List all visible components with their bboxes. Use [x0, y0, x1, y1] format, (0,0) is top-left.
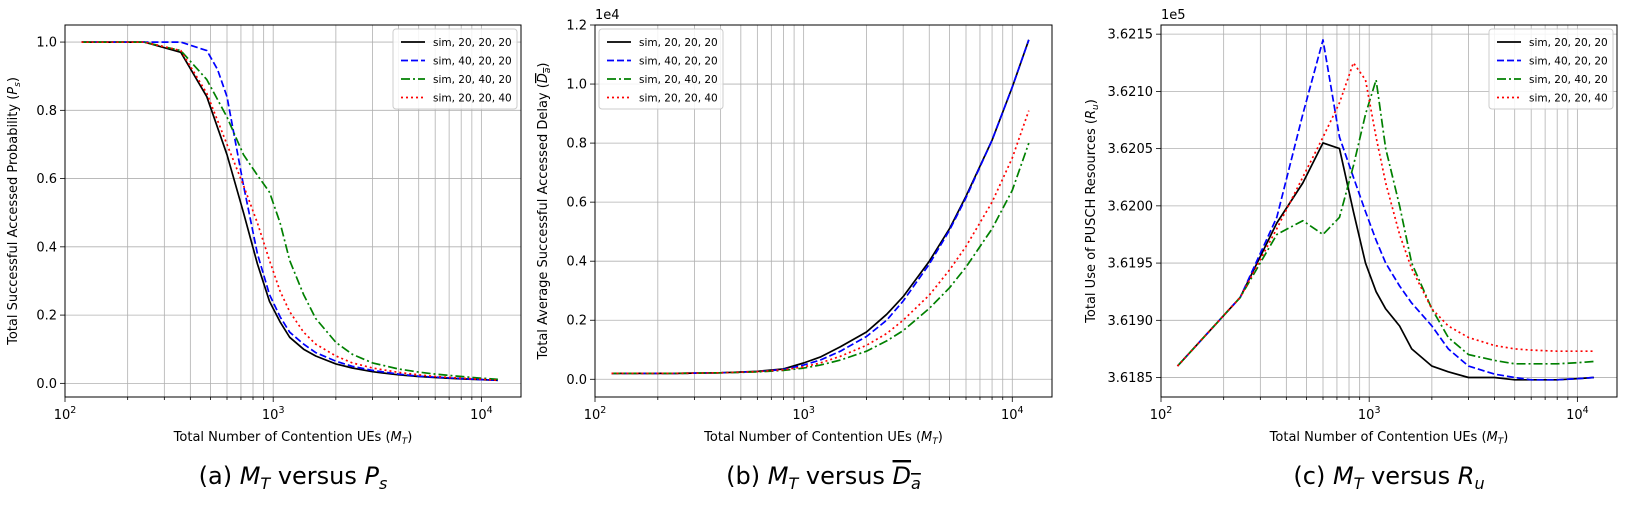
y-tick-label: 0.0 [566, 373, 587, 388]
x-tick-label: 104 [1566, 405, 1589, 423]
y-tick-label: 0.6 [566, 196, 587, 211]
axes-frame [64, 24, 522, 398]
chart-panel-a: 0.0 0.2 0.4 0.6 0.8 1.0 102 103 104 Total Number … [6, 24, 522, 493]
legend-label-2: sim, 40, 20, 20 [1529, 56, 1608, 68]
legend-label-2: sim, 40, 20, 20 [639, 56, 718, 68]
y-tick-label: 3.6195 [1108, 257, 1154, 272]
legend-label-3: sim, 20, 40, 20 [433, 74, 512, 86]
y-tick-label: 1.0 [36, 36, 57, 51]
y-tick-label: 3.6215 [1108, 28, 1154, 43]
legend-label-3: sim, 20, 40, 20 [639, 74, 718, 86]
y-tick-label: 3.6205 [1108, 142, 1154, 157]
legend-box [392, 28, 518, 110]
axes-frame [594, 24, 1053, 398]
x-tick-label: 103 [1358, 405, 1381, 423]
x-tick-label: 102 [54, 405, 77, 423]
subfigure-caption: (a) MT versus Ps [199, 462, 388, 493]
legend: sim, 20, 20, 20 sim, 40, 20, 20 sim, 20, 4… [598, 28, 724, 110]
series-line-3 [611, 142, 1030, 375]
y-tick-label: 0.8 [36, 104, 57, 119]
x-tick-label: 103 [792, 405, 815, 423]
y-tick-label: 0.2 [36, 309, 57, 324]
x-tick-label: 104 [1001, 405, 1024, 423]
chart-panel-c: 3.6185 3.6190 3.6195 3.6200 3.6205 3.6210 3.62… [1084, 8, 1618, 493]
offset-text: 1e4 [595, 8, 620, 23]
y-tick-label: 0.4 [36, 240, 57, 255]
y-tick-label: 0.4 [566, 255, 587, 270]
grid [64, 25, 521, 397]
x-axis-label: Total Number of Contention UEs (MT) [1269, 430, 1509, 447]
subfigure-caption: (c) MT versus Ru [1293, 462, 1484, 493]
y-tick-label: 3.6190 [1108, 314, 1154, 329]
legend: sim, 20, 20, 20 sim, 40, 20, 20 sim, 20, 4… [392, 28, 518, 110]
chart-panel-b: 0.0 0.2 0.4 0.6 0.8 1.0 1.2 102 103 104 1e4 Total N… [536, 8, 1053, 493]
x-axis-label: Total Number of Contention UEs (MT) [703, 430, 943, 447]
y-axis-label: Total Average Successful Accessed Delay … [536, 63, 553, 361]
x-tick-label: 102 [1150, 405, 1173, 423]
x-tick-label: 102 [584, 405, 607, 423]
y-tick-label: 1.0 [566, 78, 587, 93]
y-tick-label: 0.0 [36, 377, 57, 392]
y-axis-label: Total Successful Accessed Probability (P… [6, 77, 23, 346]
y-tick-label: 0.2 [566, 314, 587, 329]
series-line-2 [611, 39, 1030, 375]
subfigure-caption: (b) MT versus Da [726, 462, 921, 493]
legend-label-1: sim, 20, 20, 20 [639, 37, 718, 49]
legend-label-3: sim, 20, 40, 20 [1529, 74, 1608, 86]
offset-text: 1e5 [1161, 8, 1186, 23]
x-tick-label: 103 [262, 405, 285, 423]
legend-label-4: sim, 20, 20, 40 [433, 93, 512, 105]
series-line-3 [1176, 79, 1594, 367]
legend-label-2: sim, 40, 20, 20 [433, 56, 512, 68]
y-tick-label: 3.6210 [1108, 85, 1154, 100]
y-tick-label: 0.6 [36, 172, 57, 187]
legend: sim, 20, 20, 20 sim, 40, 20, 20 sim, 20, 4… [1488, 28, 1614, 110]
series-line-2 [1176, 39, 1594, 381]
x-axis-label: Total Number of Contention UEs (MT) [173, 430, 413, 447]
x-tick-label: 104 [470, 405, 493, 423]
legend-label-1: sim, 20, 20, 20 [433, 37, 512, 49]
legend-box [598, 28, 724, 110]
y-tick-label: 1.2 [566, 19, 587, 34]
y-tick-label: 0.8 [566, 137, 587, 152]
y-axis-label: Total Use of PUSCH Resources (Ru) [1084, 99, 1101, 324]
axes-frame [1160, 24, 1618, 398]
series-line-4 [81, 41, 498, 382]
legend-label-4: sim, 20, 20, 40 [639, 93, 718, 105]
series-line-4 [1176, 61, 1594, 367]
legend-box [1488, 28, 1614, 110]
series-line-3 [81, 41, 498, 381]
y-tick-label: 3.6185 [1108, 371, 1154, 386]
series-line-2 [81, 41, 498, 382]
y-tick-label: 3.6200 [1108, 199, 1154, 214]
series-line-1 [1176, 142, 1594, 381]
legend-label-4: sim, 20, 20, 40 [1529, 93, 1608, 105]
legend-label-1: sim, 20, 20, 20 [1529, 37, 1608, 49]
